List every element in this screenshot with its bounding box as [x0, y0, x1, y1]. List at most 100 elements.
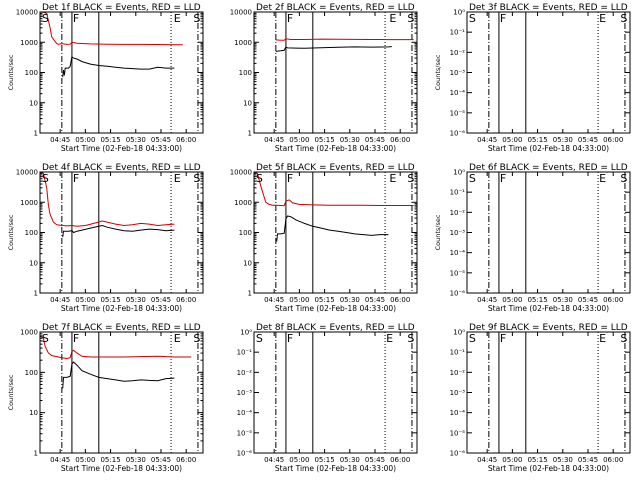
y-tick-label: 100: [239, 229, 252, 237]
event-marker-s: S: [469, 12, 476, 25]
y-tick-label: 10000: [230, 9, 252, 17]
event-marker-f: F: [73, 172, 79, 185]
x-tick-label: 05:15: [100, 296, 120, 304]
x-tick-label: 04:45: [477, 296, 497, 304]
x-tick-label: 05:15: [100, 456, 120, 464]
event-marker-e: E: [386, 332, 393, 345]
y-tick-label: 10⁻²: [450, 369, 466, 377]
series-line-events: [276, 215, 389, 242]
y-tick-label: 10: [29, 409, 38, 417]
event-marker-s: S: [407, 172, 414, 185]
x-tick-label: 04:45: [264, 296, 284, 304]
x-tick-label: 06:00: [390, 136, 410, 144]
x-tick-label: 06:00: [176, 456, 196, 464]
x-tick-label: 05:30: [126, 296, 146, 304]
panel-title: Det 5f BLACK = Events, RED = LLD: [256, 163, 415, 173]
y-tick-label: 10⁰: [453, 329, 465, 337]
x-tick-label: 05:45: [578, 136, 598, 144]
x-tick-label: 06:00: [176, 136, 196, 144]
y-axis-label: Counts/sec: [7, 54, 15, 90]
event-marker-s: S: [469, 332, 476, 345]
panel-det-8: Det 8f BLACK = Events, RED = LLD 04:45 05:…: [237, 323, 418, 473]
x-axis-label: Start Time (02-Feb-18 04:33:00): [488, 464, 609, 473]
x-tick-label: 05:45: [578, 296, 598, 304]
panel-title: Det 4f BLACK = Events, RED = LLD: [42, 163, 201, 173]
series-line-lld: [39, 11, 183, 46]
x-tick-label: 06:00: [603, 296, 623, 304]
panel-title: Det 7f BLACK = Events, RED = LLD: [42, 323, 201, 333]
x-tick-label: 04:45: [477, 456, 497, 464]
x-tick-label: 05:30: [126, 136, 146, 144]
y-tick-label: 100: [25, 369, 38, 377]
event-marker-e: E: [174, 12, 181, 25]
panel-det-4: Det 4f BLACK = Events, RED = LLD 04:45 05:…: [7, 163, 204, 313]
x-tick-label: 05:30: [126, 456, 146, 464]
y-tick-label: 1000: [234, 39, 252, 47]
y-tick-label: 10⁰: [453, 169, 465, 177]
y-tick-label: 10⁻⁶: [237, 450, 253, 458]
y-tick-label: 10⁻⁴: [450, 409, 466, 417]
panel-det-5: Det 5f BLACK = Events, RED = LLD 04:45 05:…: [230, 163, 418, 313]
x-tick-label: 05:15: [527, 136, 547, 144]
y-tick-label: 10⁻⁶: [450, 450, 466, 458]
y-tick-label: 10⁰: [453, 9, 465, 17]
series-line-events: [62, 55, 175, 78]
event-marker-s: S: [42, 12, 49, 25]
x-tick-label: 05:00: [75, 136, 95, 144]
plot-frame: [466, 171, 631, 294]
x-tick-label: 05:45: [151, 296, 171, 304]
event-marker-s: S: [620, 172, 627, 185]
event-marker-s: S: [407, 12, 414, 25]
x-tick-label: 05:30: [340, 456, 360, 464]
y-tick-label: 10: [29, 99, 38, 107]
y-tick-label: 10000: [16, 169, 38, 177]
x-tick-label: 05:00: [289, 456, 309, 464]
event-marker-e: E: [174, 332, 181, 345]
plot-frame: [39, 171, 204, 294]
y-tick-label: 100: [239, 69, 252, 77]
panel-title: Det 2f BLACK = Events, RED = LLD: [256, 3, 415, 13]
panel-det-9: Det 9f BLACK = Events, RED = LLD 04:45 05:…: [450, 323, 631, 473]
x-axis-label: Start Time (02-Feb-18 04:33:00): [275, 464, 396, 473]
x-tick-label: 05:30: [340, 136, 360, 144]
panel-det-1: Det 1f BLACK = Events, RED = LLD 04:45 05:…: [7, 3, 204, 153]
x-tick-label: 05:45: [365, 456, 385, 464]
y-tick-label: 10: [243, 259, 252, 267]
y-tick-label: 1: [34, 290, 38, 298]
x-tick-label: 04:45: [50, 296, 70, 304]
y-tick-label: 10⁻⁴: [450, 89, 466, 97]
y-tick-label: 1000: [234, 199, 252, 207]
panel-title: Det 6f BLACK = Events, RED = LLD: [469, 163, 628, 173]
panel-title: Det 3f BLACK = Events, RED = LLD: [469, 3, 628, 13]
event-marker-s: S: [42, 332, 49, 345]
x-tick-label: 05:30: [553, 456, 573, 464]
x-axis-label: Start Time (02-Feb-18 04:33:00): [488, 304, 609, 313]
y-tick-label: 100: [25, 229, 38, 237]
plot-frame: [253, 331, 418, 454]
x-tick-label: 06:00: [176, 296, 196, 304]
y-tick-label: 100: [25, 69, 38, 77]
event-marker-s: S: [256, 332, 263, 345]
y-tick-label: 10⁻⁴: [237, 409, 253, 417]
panel-det-2: Det 2f BLACK = Events, RED = LLD 04:45 05:…: [230, 3, 418, 153]
x-tick-label: 05:00: [502, 456, 522, 464]
event-marker-s: S: [193, 12, 200, 25]
y-tick-label: 10000: [230, 169, 252, 177]
x-axis-label: Start Time (02-Feb-18 04:33:00): [275, 144, 396, 153]
series-line-events: [275, 46, 392, 52]
y-tick-label: 10⁻¹: [237, 349, 253, 357]
y-tick-label: 1: [248, 290, 252, 298]
event-marker-s: S: [407, 332, 414, 345]
series-line-lld: [39, 335, 192, 360]
y-tick-label: 1000: [20, 329, 38, 337]
x-tick-label: 04:45: [50, 136, 70, 144]
event-marker-f: F: [500, 12, 506, 25]
x-tick-label: 05:15: [527, 296, 547, 304]
y-tick-label: 10⁻⁵: [450, 429, 466, 437]
x-tick-label: 05:15: [527, 456, 547, 464]
panel-title: Det 9f BLACK = Events, RED = LLD: [469, 323, 628, 333]
event-marker-f: F: [73, 332, 79, 345]
plot-frame: [253, 11, 418, 134]
y-axis-label: Counts/sec: [7, 214, 15, 250]
x-tick-label: 05:00: [502, 136, 522, 144]
